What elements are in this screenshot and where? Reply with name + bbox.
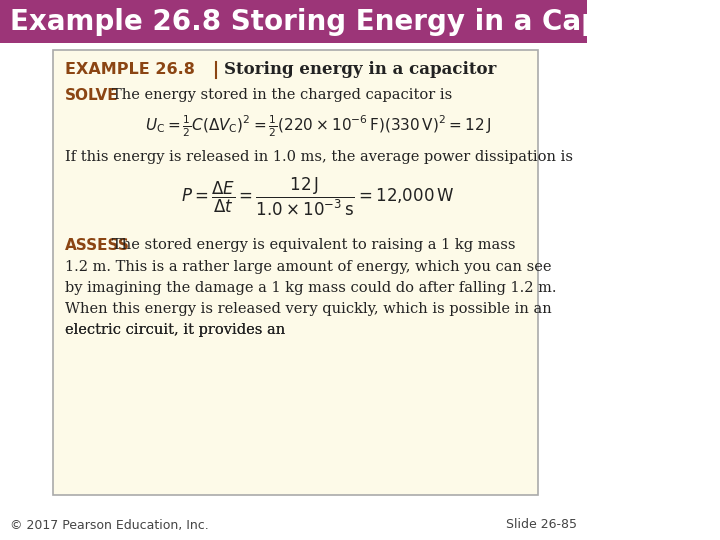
Text: © 2017 Pearson Education, Inc.: © 2017 Pearson Education, Inc. — [10, 518, 209, 531]
Text: $P = \dfrac{\Delta E}{\Delta t} = \dfrac{12\,{\rm J}}{1.0 \times 10^{-3}\,{\rm s: $P = \dfrac{\Delta E}{\Delta t} = \dfrac… — [181, 176, 454, 218]
FancyBboxPatch shape — [53, 50, 538, 495]
Text: Example 26.8 Storing Energy in a Capacitor: Example 26.8 Storing Energy in a Capacit… — [10, 8, 692, 36]
Text: If this energy is released in 1.0 ms, the average power dissipation is: If this energy is released in 1.0 ms, th… — [66, 150, 573, 164]
Text: EXAMPLE 26.8: EXAMPLE 26.8 — [66, 62, 195, 77]
Text: Storing energy in a capacitor: Storing energy in a capacitor — [224, 60, 497, 78]
FancyBboxPatch shape — [0, 0, 587, 43]
Text: $U_{\rm C} = \frac{1}{2}C(\Delta V_{\rm C})^2 = \frac{1}{2}(220 \times 10^{-6}\,: $U_{\rm C} = \frac{1}{2}C(\Delta V_{\rm … — [145, 113, 491, 139]
Text: Slide 26-85: Slide 26-85 — [506, 518, 577, 531]
Text: 1.2 m. This is a rather large amount of energy, which you can see: 1.2 m. This is a rather large amount of … — [66, 260, 552, 274]
Text: ASSESS: ASSESS — [66, 238, 130, 253]
Text: When this energy is released very quickly, which is possible in an: When this energy is released very quickl… — [66, 302, 552, 316]
Text: by imagining the damage a 1 kg mass could do after falling 1.2 m.: by imagining the damage a 1 kg mass coul… — [66, 281, 557, 295]
Text: The stored energy is equivalent to raising a 1 kg mass: The stored energy is equivalent to raisi… — [112, 238, 516, 252]
Text: The energy stored in the charged capacitor is: The energy stored in the charged capacit… — [112, 88, 453, 102]
Text: electric circuit, it provides an: electric circuit, it provides an — [66, 323, 290, 337]
Text: SOLVE: SOLVE — [66, 87, 119, 103]
Text: electric circuit, it provides an: electric circuit, it provides an — [66, 323, 290, 337]
